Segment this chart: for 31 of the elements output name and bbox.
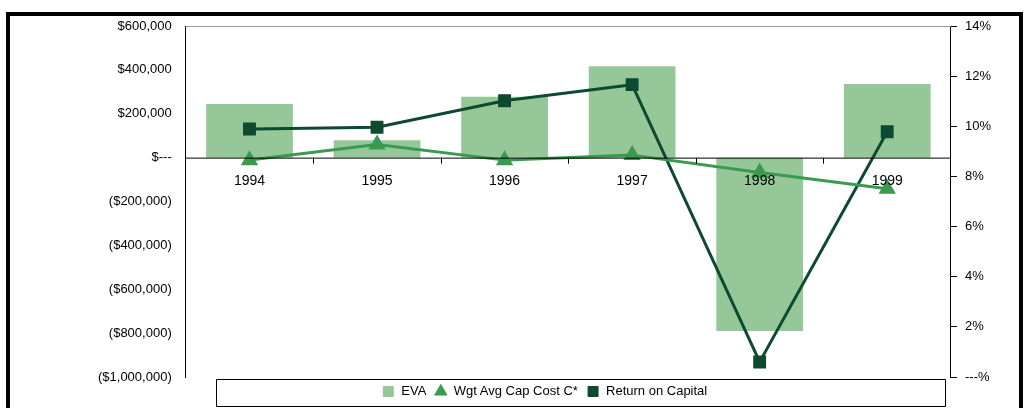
y-tick-label: ($400,000) xyxy=(108,236,172,252)
bar xyxy=(588,66,676,158)
y-tick-label: $400,000 xyxy=(117,61,172,77)
y2-tick-label: 6% xyxy=(964,218,985,234)
x-tick-label: 1997 xyxy=(616,172,648,189)
bar xyxy=(206,103,293,158)
y2-tick-label: 14% xyxy=(964,17,992,33)
bar xyxy=(716,157,804,331)
y-tick-label: $200,000 xyxy=(117,105,172,121)
x-tick-label: 1998 xyxy=(744,172,776,189)
y2-tick-label: 10% xyxy=(964,117,992,133)
bar xyxy=(843,83,931,158)
x-tick-label: 1995 xyxy=(361,172,393,189)
y-tick-label: $--- xyxy=(151,149,172,165)
y2-tick-label: 4% xyxy=(964,268,985,284)
x-tick-label: 1999 xyxy=(871,172,903,189)
y-tick-label: $600,000 xyxy=(117,17,172,33)
legend-label: Wgt Avg Cap Cost C* xyxy=(453,383,578,399)
y2-tick-label: ---% xyxy=(964,368,990,384)
y2-tick-label: 2% xyxy=(964,318,985,334)
y2-tick-label: 12% xyxy=(964,67,992,83)
y-tick-label: ($600,000) xyxy=(108,280,172,296)
legend-label: Return on Capital xyxy=(606,383,708,399)
x-tick-label: 1996 xyxy=(489,172,521,189)
y-tick-label: ($800,000) xyxy=(108,324,172,340)
y-tick-label: ($200,000) xyxy=(108,193,172,209)
x-tick-label: 1994 xyxy=(233,172,266,189)
y2-tick-label: 8% xyxy=(964,168,985,184)
legend-label: EVA xyxy=(401,383,427,399)
y-tick-label: ($1,000,000) xyxy=(97,368,172,384)
bar xyxy=(461,96,548,158)
